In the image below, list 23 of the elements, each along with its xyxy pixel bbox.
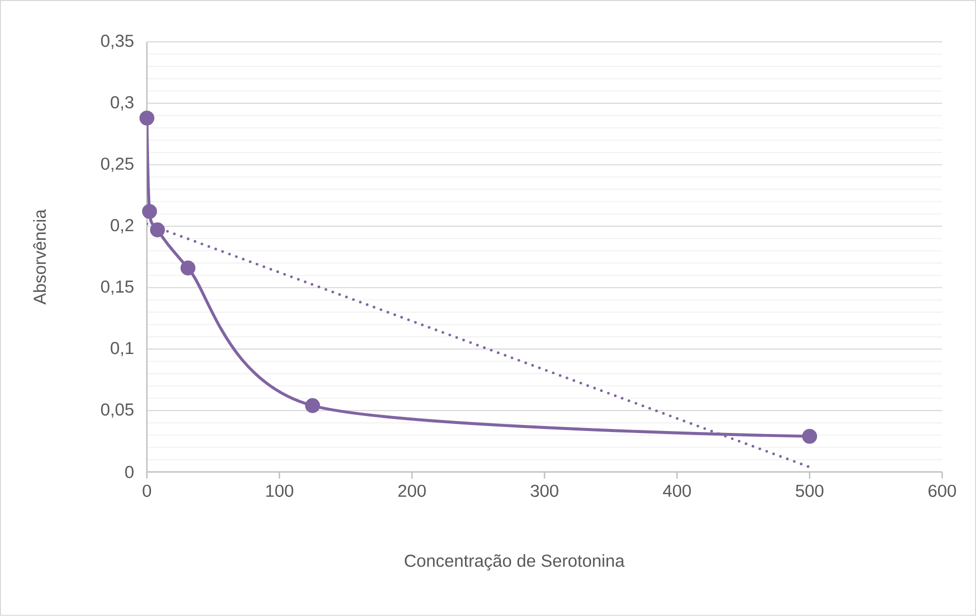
point — [305, 398, 320, 414]
y-tick-label: 0,05 — [101, 403, 134, 418]
x-tick-label: 400 — [662, 484, 691, 498]
y-tick-label: 0,25 — [101, 158, 134, 172]
y-tick-label: 0,35 — [101, 34, 134, 50]
x-tick-label: 300 — [530, 484, 558, 498]
y-tick-label: 0,2 — [110, 219, 134, 234]
x-tick-label: 200 — [398, 484, 426, 498]
x-tick-label: 0 — [142, 484, 152, 498]
y-tick-label: 0,15 — [101, 280, 134, 295]
y-axis-title: Absorvência — [33, 209, 46, 305]
point — [139, 110, 154, 126]
y-tick-label: 0 — [125, 466, 134, 478]
point — [180, 260, 196, 276]
y-tick-label: 0,1 — [110, 342, 134, 356]
x-tick-label: 500 — [796, 484, 824, 498]
y-tick-label: 0,3 — [110, 96, 134, 111]
x-tick-label: 600 — [928, 484, 956, 498]
point — [142, 204, 158, 219]
point — [150, 222, 165, 238]
x-tick-label: 100 — [266, 484, 294, 498]
point — [802, 428, 818, 444]
x-axis-title: Concentração de Serotonina — [404, 554, 625, 570]
